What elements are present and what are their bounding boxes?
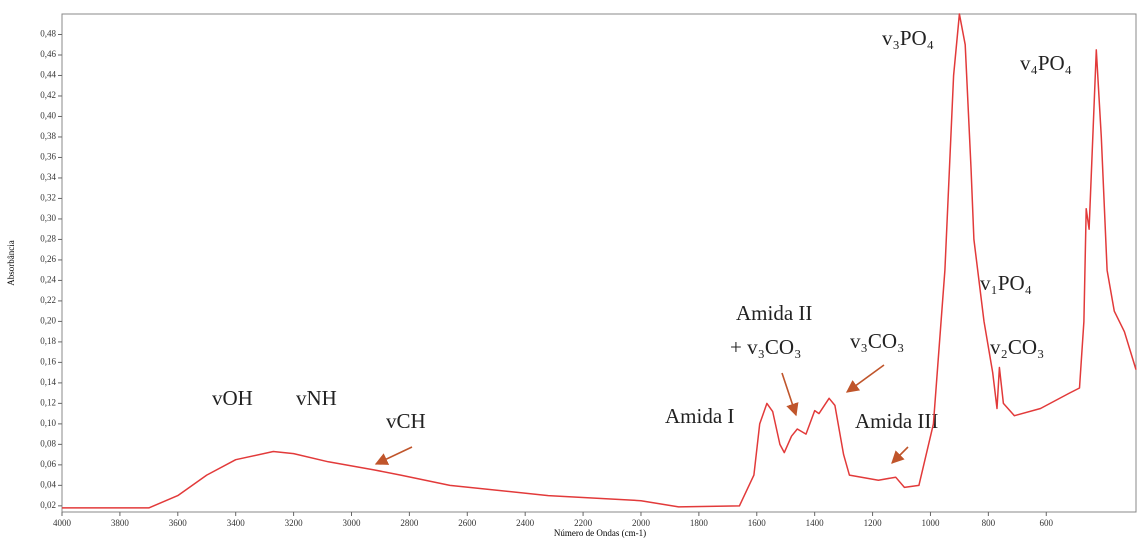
y-tick-label: 0,40 <box>40 111 56 121</box>
arrow <box>374 446 413 465</box>
y-tick-label: 0,30 <box>40 213 56 223</box>
y-tick-label: 0,06 <box>40 459 56 469</box>
x-tick-label: 800 <box>982 518 996 528</box>
x-tick-label: 1400 <box>806 518 825 528</box>
x-tick-label: 2600 <box>458 518 477 528</box>
y-tick-label: 0,36 <box>40 152 56 162</box>
annotation: Amida II <box>736 301 812 325</box>
arrow <box>891 446 909 464</box>
y-tick-label: 0,48 <box>40 29 56 39</box>
y-tick-label: 0,38 <box>40 131 56 141</box>
annotation: vOH <box>212 386 253 410</box>
spectrum-line <box>62 13 1137 509</box>
x-tick-label: 1600 <box>748 518 767 528</box>
y-tick-label: 0,34 <box>40 172 56 182</box>
y-tick-label: 0,26 <box>40 254 56 264</box>
x-tick-label: 2400 <box>516 518 535 528</box>
x-tick-label: 2000 <box>632 518 651 528</box>
y-tick-label: 0,04 <box>40 479 56 489</box>
x-tick-label: 4000 <box>53 518 72 528</box>
y-tick-label: 0,12 <box>40 397 56 407</box>
arrow <box>845 364 885 393</box>
plot-frame <box>61 13 1137 513</box>
arrow <box>781 372 799 417</box>
y-tick-label: 0,44 <box>40 70 56 80</box>
annotation: Amida I <box>665 404 734 428</box>
y-tick-label: 0,16 <box>40 356 56 366</box>
y-tick-label: 0,32 <box>40 193 56 203</box>
y-tick-label: 0,22 <box>40 295 56 305</box>
y-tick-label: 0,42 <box>40 90 56 100</box>
y-tick-label: 0,14 <box>40 377 56 387</box>
y-tick-label: 0,28 <box>40 233 56 243</box>
annotation: v₂CO₃ <box>990 335 1044 359</box>
y-axis-label: Absorbância <box>6 240 16 285</box>
y-tick-label: 0,20 <box>40 315 56 325</box>
x-tick-label: 1200 <box>864 518 883 528</box>
x-tick-label: 3800 <box>111 518 130 528</box>
annotation: vCH <box>386 409 426 433</box>
x-tick-label: 2200 <box>574 518 593 528</box>
x-tick-label: 3000 <box>342 518 361 528</box>
annotation: v₄PO₄ <box>1020 51 1072 75</box>
x-tick-label: 2800 <box>400 518 419 528</box>
y-tick-label: 0,08 <box>40 438 56 448</box>
x-tick-label: 600 <box>1040 518 1054 528</box>
x-tick-label: 3200 <box>285 518 304 528</box>
y-tick-label: 0,02 <box>40 500 56 510</box>
x-tick-label: 1800 <box>690 518 709 528</box>
annotation: + v₃CO₃ <box>730 335 801 359</box>
annotation: vNH <box>296 386 337 410</box>
annotation: v₃PO₄ <box>882 26 934 50</box>
annotation: Amida III <box>855 409 938 433</box>
x-tick-label: 3600 <box>169 518 188 528</box>
x-tick-label: 1000 <box>921 518 940 528</box>
y-tick-label: 0,18 <box>40 336 56 346</box>
y-tick-label: 0,10 <box>40 418 56 428</box>
y-tick-label: 0,46 <box>40 49 56 59</box>
x-tick-label: 3400 <box>227 518 246 528</box>
y-tick-label: 0,24 <box>40 274 56 284</box>
x-axis-label: Número de Ondas (cm-1) <box>554 528 646 538</box>
annotation: v₃CO₃ <box>850 329 904 353</box>
annotation: v₁PO₄ <box>980 271 1032 295</box>
